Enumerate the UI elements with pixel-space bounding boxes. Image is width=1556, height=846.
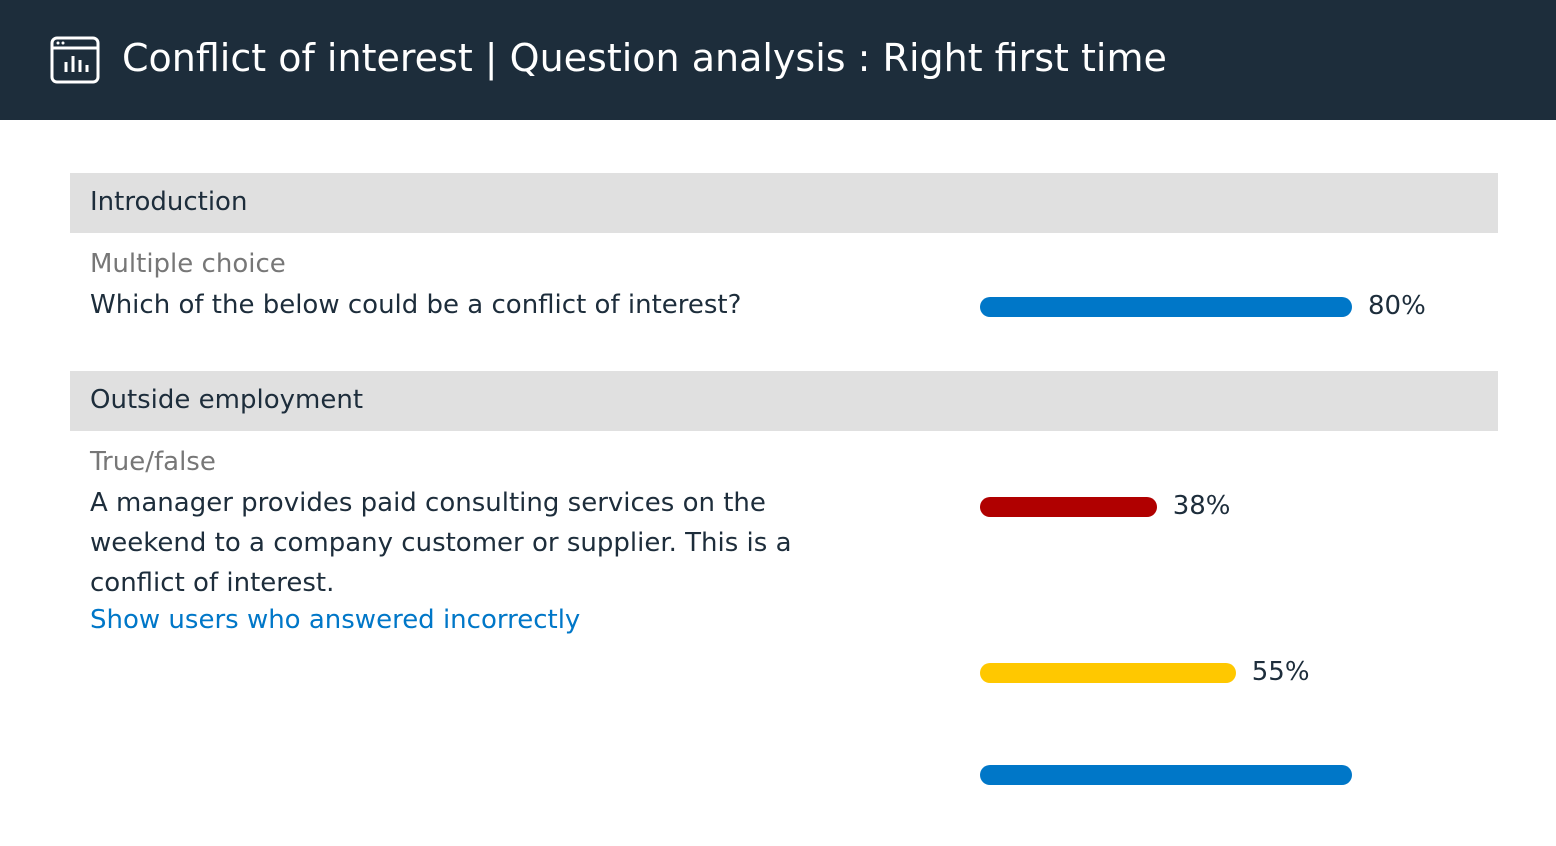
section-title: Introduction bbox=[90, 187, 248, 217]
header: Conflict of interest | Question analysis… bbox=[0, 0, 1556, 120]
score-bar bbox=[980, 663, 1236, 683]
page-title: Conflict of interest | Question analysis… bbox=[122, 36, 1167, 80]
section-header: Introduction bbox=[70, 173, 1498, 233]
section-title: Outside employment bbox=[90, 385, 364, 415]
score-label: 80% bbox=[1368, 291, 1426, 321]
section-header: Outside employment bbox=[70, 371, 1498, 431]
report-icon bbox=[50, 36, 100, 84]
question-type: Multiple choice bbox=[90, 249, 286, 279]
score-bar bbox=[980, 497, 1157, 517]
question-type: True/false bbox=[90, 447, 216, 477]
incorrect-users-link[interactable]: Show users who answered incorrectly bbox=[90, 605, 581, 635]
score-label: 55% bbox=[1251, 657, 1310, 687]
score-bar bbox=[980, 765, 1352, 785]
question-text: A manager provides paid consulting servi… bbox=[90, 488, 792, 598]
score-bar bbox=[980, 297, 1352, 317]
score-label: 38% bbox=[1172, 491, 1231, 521]
question-text: Which of the below could be a conflict o… bbox=[90, 290, 742, 320]
